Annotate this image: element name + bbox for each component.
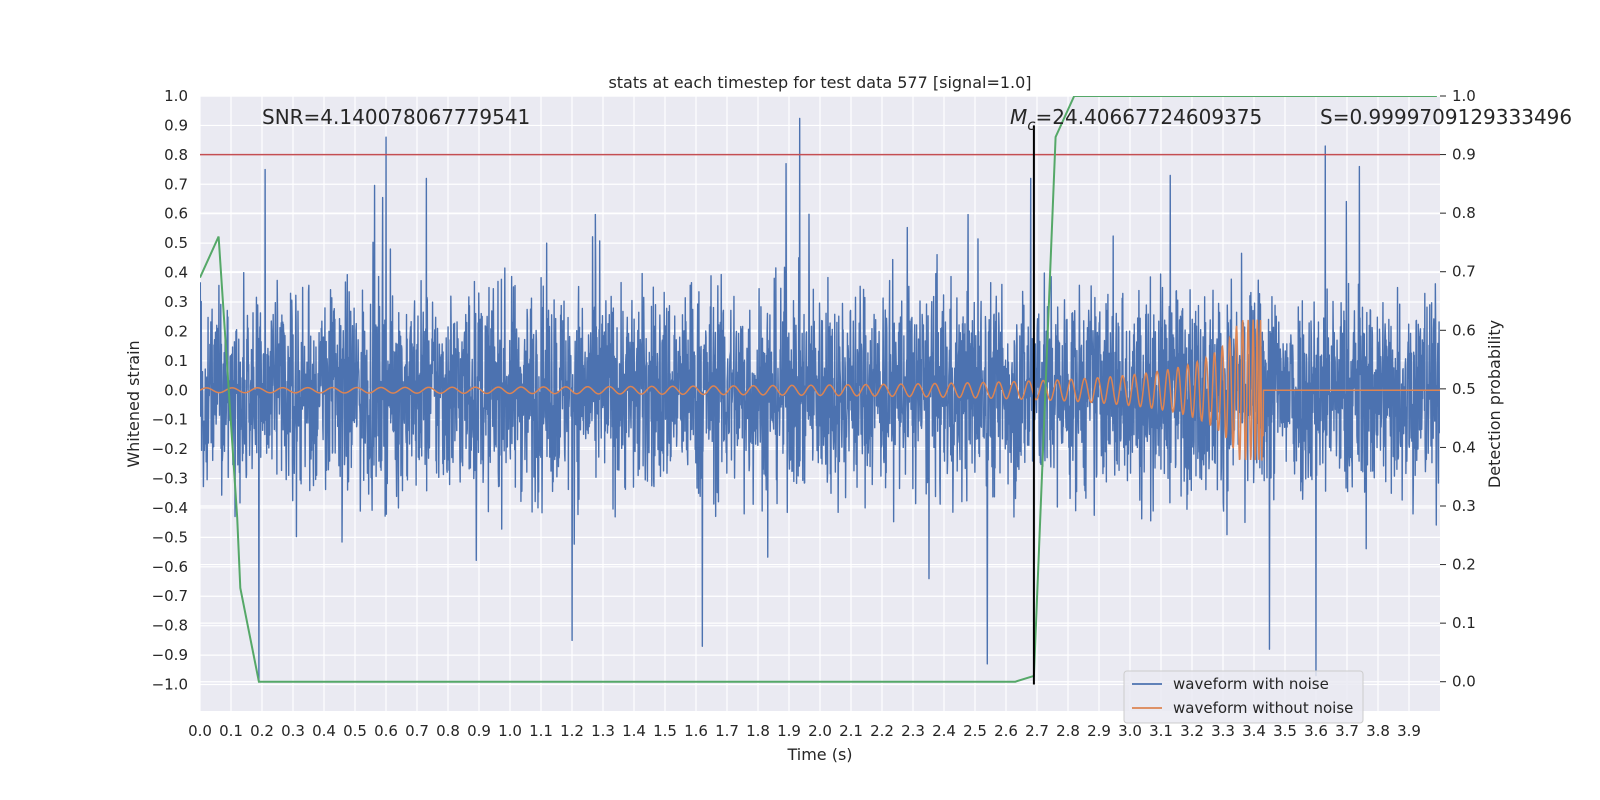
right-y-tick-label: 0.7 (1452, 263, 1476, 281)
x-tick-label: 1.7 (715, 722, 739, 740)
x-tick-label: 2.7 (1025, 722, 1049, 740)
right-y-tick-label: 0.1 (1452, 614, 1476, 632)
y-tick-label: 0.1 (164, 352, 188, 370)
x-tick-label: 2.6 (994, 722, 1018, 740)
x-tick-label: 1.8 (746, 722, 770, 740)
y-axis-label: Whitened strain (124, 340, 143, 467)
x-tick-label: 3.3 (1211, 722, 1235, 740)
y-tick-label: −0.3 (152, 470, 188, 488)
x-tick-label: 0.6 (374, 722, 398, 740)
x-tick-label: 1.6 (684, 722, 708, 740)
x-tick-label: 2.8 (1056, 722, 1080, 740)
chirp-mass-subscript: c (1027, 116, 1036, 134)
y-tick-labels: 1.0 0.9 0.8 0.7 0.6 0.5 0.4 0.3 0.2 0.1 0.0 −0.1 −0.… (152, 87, 188, 694)
x-tick-label: 3.9 (1397, 722, 1421, 740)
y-tick-label: 0.2 (164, 322, 188, 340)
y-tick-label: 0.8 (164, 146, 188, 164)
right-y-tick-label: 0.0 (1452, 673, 1476, 691)
legend-box (1123, 670, 1364, 724)
y-tick-label: −0.2 (152, 440, 188, 458)
y-tick-label: −0.9 (152, 646, 188, 664)
x-tick-label: 1.3 (591, 722, 615, 740)
y-tick-label: 0.0 (164, 381, 188, 399)
right-y-tick-label: 0.5 (1452, 380, 1476, 398)
x-tick-label: 0.2 (250, 722, 274, 740)
x-tick-label: 0.4 (312, 722, 336, 740)
x-tick-label: 0.3 (281, 722, 305, 740)
y-tick-label: −0.5 (152, 528, 188, 546)
right-y-tick-label: 0.4 (1452, 438, 1476, 456)
x-tick-label: 0.1 (219, 722, 243, 740)
x-tick-label: 2.5 (963, 722, 987, 740)
x-tick-label: 3.7 (1335, 722, 1359, 740)
right-y-tick-label: 0.8 (1452, 204, 1476, 222)
x-tick-label: 0.8 (436, 722, 460, 740)
y-tick-label: −0.8 (152, 617, 188, 635)
legend-label-waveform-with-noise: waveform with noise (1173, 675, 1329, 693)
series-detection-probability (200, 96, 1437, 683)
legend: waveform with noise waveform without noi… (1123, 670, 1364, 724)
x-tick-label: 2.0 (808, 722, 832, 740)
legend-label-waveform-without-noise: waveform without noise (1173, 699, 1353, 717)
y-tick-label: 0.9 (164, 116, 188, 134)
right-y-tick-label: 0.3 (1452, 497, 1476, 515)
chirp-mass-value: =24.40667724609375 (1036, 105, 1263, 129)
x-tick-label: 1.0 (498, 722, 522, 740)
x-tick-label: 3.4 (1242, 722, 1266, 740)
series-waveform-with-noise (200, 117, 1440, 683)
score-annotation: S=0.9999709129333496 (1320, 105, 1572, 129)
x-tick-label: 2.3 (901, 722, 925, 740)
y-tick-label: −0.4 (152, 499, 188, 517)
right-y-tick-label: 0.2 (1452, 556, 1476, 574)
x-tick-label: 1.4 (622, 722, 646, 740)
snr-annotation: SNR=4.140078067779541 (262, 105, 530, 129)
x-tick-label: 0.9 (467, 722, 491, 740)
x-axis-label: Time (s) (786, 745, 852, 764)
y-tick-label: −0.7 (152, 587, 188, 605)
right-y-tick-label: 0.6 (1452, 321, 1476, 339)
right-y-tick-label: 0.9 (1452, 146, 1476, 164)
y-tick-label: 0.4 (164, 264, 188, 282)
y-tick-label: −0.1 (152, 411, 188, 429)
y-tick-label: −0.6 (152, 558, 188, 576)
right-y-axis-label: Detection probability (1485, 320, 1504, 488)
x-tick-label: 3.6 (1304, 722, 1328, 740)
y-tick-label: 1.0 (164, 87, 188, 105)
x-tick-label: 1.2 (560, 722, 584, 740)
series-waveform-without-noise (200, 319, 1440, 461)
x-tick-label: 3.8 (1366, 722, 1390, 740)
x-tick-label: 3.2 (1180, 722, 1204, 740)
x-tick-label: 2.2 (870, 722, 894, 740)
x-tick-label: 2.1 (839, 722, 863, 740)
right-y-tick-labels: 1.0 0.9 0.8 0.7 0.6 0.5 0.4 0.3 0.2 0.1 0.0 (1440, 87, 1476, 691)
y-tick-label: 0.5 (164, 234, 188, 252)
right-y-tick-label: 1.0 (1452, 87, 1476, 105)
x-tick-label: 2.9 (1087, 722, 1111, 740)
x-tick-label: 0.0 (188, 722, 212, 740)
x-tick-label: 3.0 (1118, 722, 1142, 740)
x-tick-label: 0.7 (405, 722, 429, 740)
x-tick-label: 3.5 (1273, 722, 1297, 740)
x-tick-label: 1.1 (529, 722, 553, 740)
x-tick-label: 1.9 (777, 722, 801, 740)
y-tick-label: 0.6 (164, 205, 188, 223)
chirp-mass-annotation: Mc=24.40667724609375 (1010, 105, 1262, 134)
y-tick-label: 0.7 (164, 175, 188, 193)
chirp-mass-symbol: M (1010, 105, 1027, 129)
y-tick-label: −1.0 (152, 676, 188, 694)
x-tick-label: 0.5 (343, 722, 367, 740)
chart-title: stats at each timestep for test data 577… (608, 73, 1031, 92)
x-tick-labels: 0.0 0.1 0.2 0.3 0.4 0.5 0.6 0.7 0.8 0.9 1.0 1.1 1.2 1… (188, 722, 1421, 740)
y-tick-label: 0.3 (164, 293, 188, 311)
x-tick-label: 2.4 (932, 722, 956, 740)
x-tick-label: 1.5 (653, 722, 677, 740)
x-tick-label: 3.1 (1149, 722, 1173, 740)
